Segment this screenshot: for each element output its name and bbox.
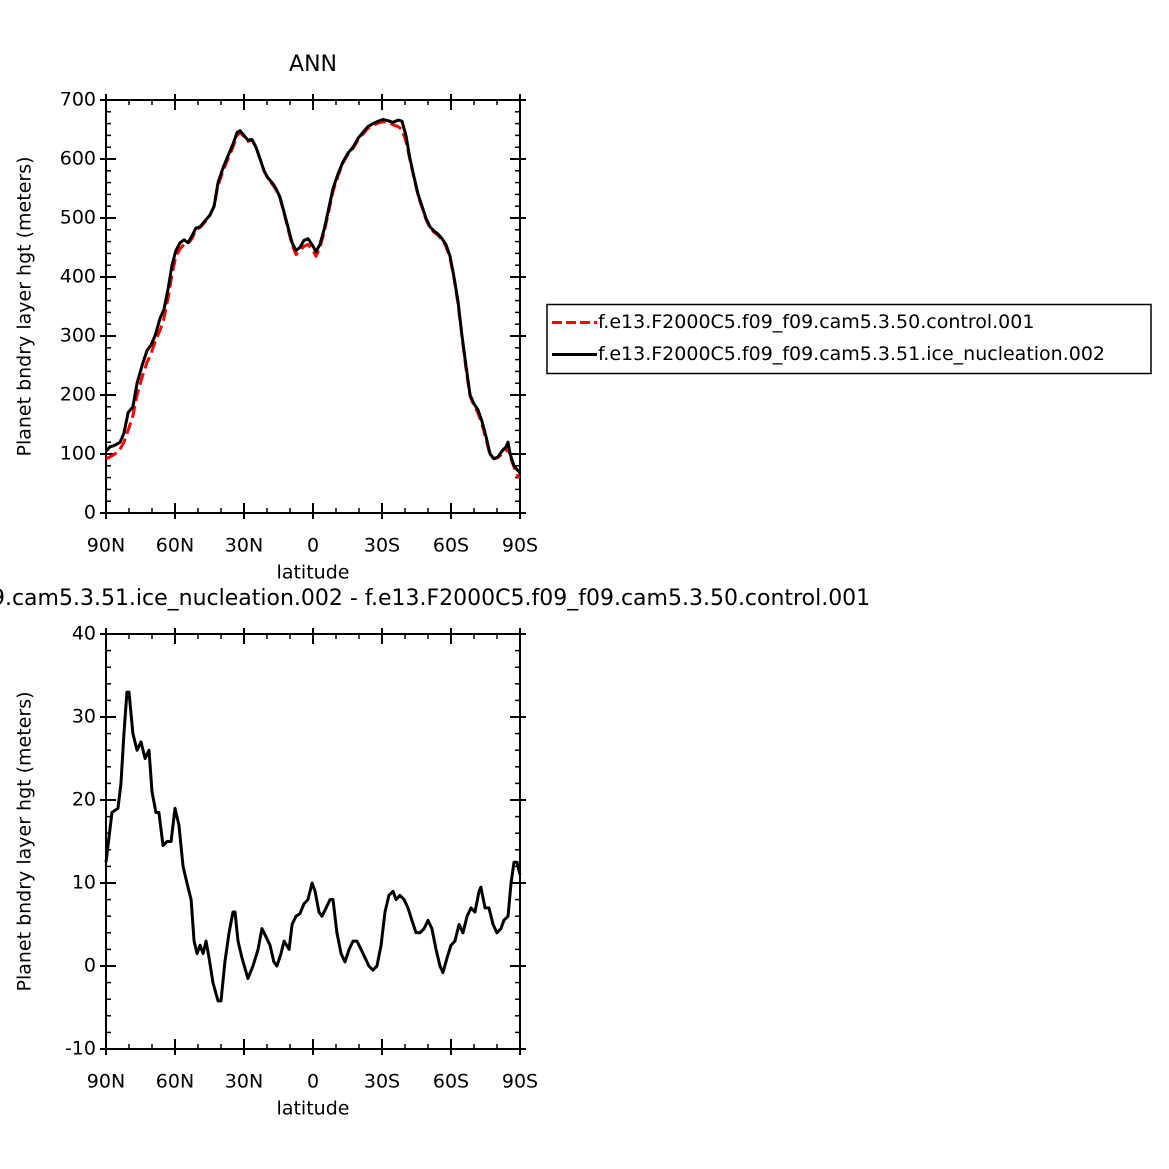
x-tick-label: 30N (225, 535, 263, 557)
plot-frame (105, 633, 521, 1050)
y-tick-label: 40 (72, 623, 96, 645)
x-tick-label: 0 (307, 535, 319, 557)
x-tick-label: 30S (364, 1071, 400, 1093)
y-tick-label: 20 (72, 789, 96, 811)
chart-title: ANN (289, 52, 337, 77)
x-tick-label: 90N (87, 535, 125, 557)
legend-label: f.e13.F2000C5.f09_f09.cam5.3.50.control.… (598, 311, 1034, 333)
y-tick-label: -10 (65, 1038, 96, 1060)
x-tick-label: 60N (156, 535, 194, 557)
y-tick-label: 0 (84, 502, 96, 524)
legend-label: f.e13.F2000C5.f09_f09.cam5.3.51.ice_nucl… (598, 343, 1105, 365)
x-axis-label: latitude (277, 1098, 350, 1120)
legend-box (546, 303, 1152, 375)
plot-frame (105, 99, 521, 514)
y-tick-label: 600 (60, 148, 96, 170)
y-tick-label: 200 (60, 384, 96, 406)
y-tick-label: 100 (60, 443, 96, 465)
x-tick-label: 0 (307, 1071, 319, 1093)
y-tick-label: 400 (60, 266, 96, 288)
chart-title: f.e13.F2000C5.f09_f09.cam5.3.51.ice_nucl… (0, 586, 870, 611)
x-tick-label: 30S (364, 535, 400, 557)
data-line (104, 117, 522, 474)
x-tick-label: 60S (433, 1071, 469, 1093)
x-tick-label: 90S (502, 535, 538, 557)
x-tick-label: 60N (156, 1071, 194, 1093)
y-tick-label: 300 (60, 325, 96, 347)
y-axis-label: Planet bndry layer hgt (meters) (14, 156, 36, 456)
y-tick-label: 500 (60, 207, 96, 229)
x-tick-label: 90N (87, 1071, 125, 1093)
x-tick-label: 30N (225, 1071, 263, 1093)
y-tick-label: 700 (60, 89, 96, 111)
x-tick-label: 60S (433, 535, 469, 557)
x-tick-label: 90S (502, 1071, 538, 1093)
y-axis-label: Planet bndry layer hgt (meters) (14, 691, 36, 991)
y-tick-label: 10 (72, 872, 96, 894)
data-line (104, 690, 522, 1003)
y-tick-label: 0 (84, 955, 96, 977)
y-tick-label: 30 (72, 706, 96, 728)
x-axis-label: latitude (277, 562, 350, 584)
